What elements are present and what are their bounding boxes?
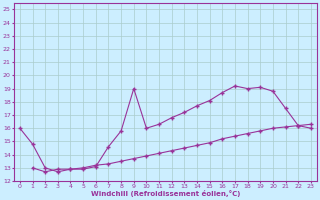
X-axis label: Windchill (Refroidissement éolien,°C): Windchill (Refroidissement éolien,°C) — [91, 190, 240, 197]
